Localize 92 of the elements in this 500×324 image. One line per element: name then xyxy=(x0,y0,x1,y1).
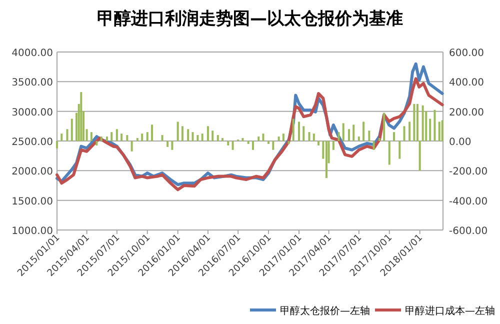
bar xyxy=(416,104,419,141)
bar xyxy=(398,141,401,159)
bar xyxy=(272,141,274,150)
bar xyxy=(242,138,244,141)
bar xyxy=(368,130,370,141)
bar xyxy=(171,141,174,150)
bar xyxy=(161,135,164,141)
bar xyxy=(372,141,375,150)
bar xyxy=(252,141,254,150)
bar xyxy=(378,138,380,141)
y2-tick-label: -600.00 xyxy=(449,226,488,237)
chart-title: 甲醇进口利润走势图—以太仓报价为基准 xyxy=(97,9,403,29)
bar xyxy=(325,141,328,178)
bar xyxy=(222,138,224,141)
bar xyxy=(151,124,154,141)
bar xyxy=(176,122,179,141)
bar xyxy=(141,134,144,141)
y2-tick-label: -200.00 xyxy=(449,166,488,178)
bar xyxy=(116,129,118,141)
bar xyxy=(393,132,396,141)
bar xyxy=(288,141,290,144)
bar xyxy=(247,141,250,144)
bar xyxy=(106,136,108,141)
bar xyxy=(348,129,350,141)
bar xyxy=(66,129,68,141)
bar xyxy=(80,92,82,141)
bar xyxy=(318,141,320,146)
bar xyxy=(292,118,294,141)
bar xyxy=(413,104,416,141)
bar xyxy=(278,136,280,141)
bar xyxy=(338,132,340,141)
bar xyxy=(136,138,138,141)
y-tick-label: 2000.00 xyxy=(12,166,53,178)
bar xyxy=(196,135,199,141)
bar xyxy=(441,120,444,141)
y-tick-label: 2500.00 xyxy=(12,137,53,148)
bar xyxy=(258,136,260,141)
bar xyxy=(282,134,284,141)
bar xyxy=(332,141,334,150)
bar xyxy=(90,132,92,141)
bar xyxy=(227,141,230,146)
y-tick-label: 3000.00 xyxy=(12,107,53,118)
bar xyxy=(298,122,300,141)
bar xyxy=(418,141,421,171)
bar xyxy=(96,141,98,146)
bar xyxy=(388,141,390,165)
bar xyxy=(100,136,102,141)
bar xyxy=(216,135,219,141)
bar xyxy=(187,129,190,141)
legend-label: 甲醇太仓报价—左轴 xyxy=(280,305,370,317)
bar xyxy=(403,126,406,141)
bar xyxy=(438,122,440,141)
y2-tick-label: 200.00 xyxy=(449,107,484,118)
y-tick-label: 1500.00 xyxy=(12,196,53,208)
bar xyxy=(262,134,264,141)
bar xyxy=(362,122,365,141)
y-tick-label: 1000.00 xyxy=(12,226,53,237)
bar xyxy=(181,126,184,141)
line-series xyxy=(56,77,444,192)
bar xyxy=(383,112,386,141)
bar xyxy=(358,136,360,141)
y-tick-label: 3500.00 xyxy=(12,78,53,89)
bar xyxy=(302,126,305,141)
bar xyxy=(120,134,123,141)
bar xyxy=(146,132,148,141)
bar xyxy=(110,132,113,141)
bar xyxy=(60,134,63,141)
bar xyxy=(130,141,133,152)
bar xyxy=(434,110,436,141)
bar xyxy=(312,134,315,141)
bar xyxy=(166,141,169,147)
bar xyxy=(352,124,355,141)
bar xyxy=(342,123,344,141)
bar xyxy=(308,132,310,141)
y2-tick-label: 0.00 xyxy=(449,137,472,148)
bar xyxy=(70,118,73,141)
y2-tick-label: 400.00 xyxy=(449,78,484,89)
y2-tick-label: -400.00 xyxy=(449,196,488,208)
bar xyxy=(268,141,270,144)
y-tick-label: 4000.00 xyxy=(12,48,53,59)
bar xyxy=(422,105,424,141)
bar xyxy=(429,118,432,141)
bar xyxy=(206,126,209,141)
bar xyxy=(408,122,411,141)
bar xyxy=(192,132,194,141)
legend-label: 甲醇进口成本—左轴 xyxy=(405,305,495,317)
bar xyxy=(212,130,214,141)
y2-tick-label: 600.00 xyxy=(449,48,484,59)
bar xyxy=(201,134,204,141)
bar xyxy=(232,141,234,150)
bar xyxy=(56,141,58,148)
bar xyxy=(126,135,128,141)
